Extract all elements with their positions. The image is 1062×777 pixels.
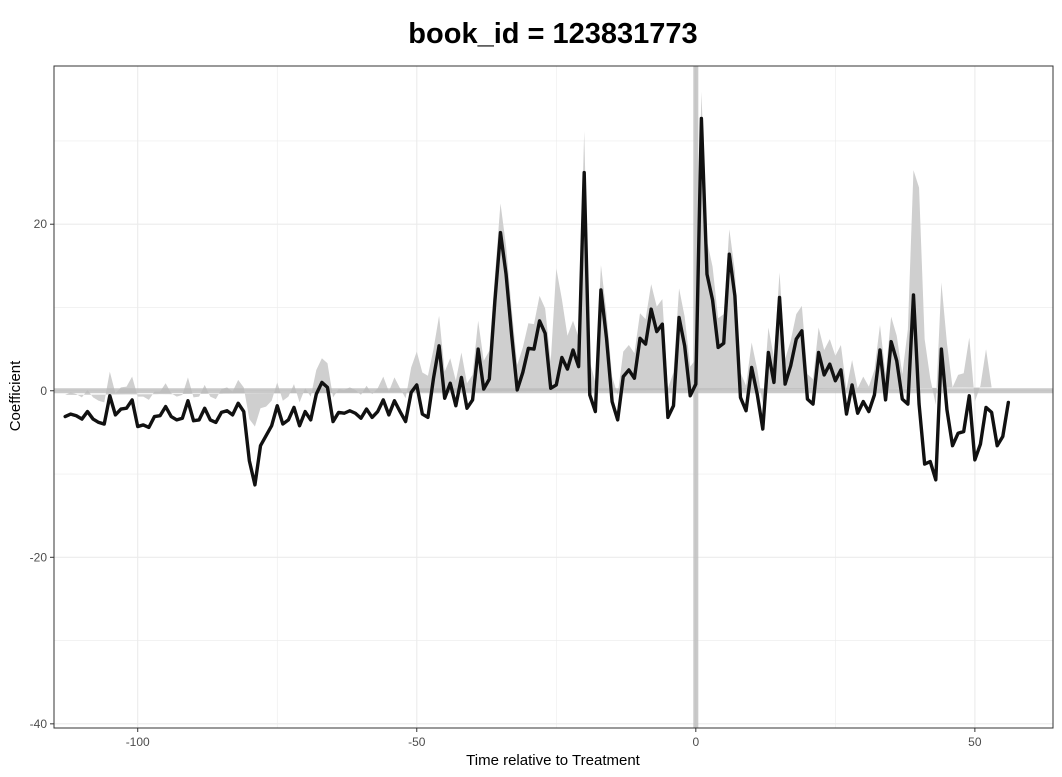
y-axis-title: Coefficient — [7, 360, 24, 431]
x-tick-label: -50 — [408, 735, 426, 749]
coefficient-line-group — [63, 116, 1011, 487]
axis-ticks: -100 -50 0 50 -40 -20 0 20 — [30, 217, 982, 749]
x-tick-label: 0 — [692, 735, 699, 749]
coefficient-line — [63, 116, 1011, 487]
confidence-ribbon — [65, 91, 992, 427]
panel-border — [53, 65, 1054, 729]
y-tick-label: 0 — [40, 384, 47, 398]
x-tick-label: -100 — [126, 735, 150, 749]
y-tick-label: -20 — [30, 550, 48, 564]
x-tick-label: 50 — [968, 735, 982, 749]
y-tick-label: -40 — [30, 717, 48, 731]
chart-title: book_id = 123831773 — [408, 18, 697, 50]
y-tick-label: 20 — [34, 217, 48, 231]
ci-ribbon — [65, 91, 992, 427]
x-axis-title: Time relative to Treatment — [466, 752, 641, 769]
